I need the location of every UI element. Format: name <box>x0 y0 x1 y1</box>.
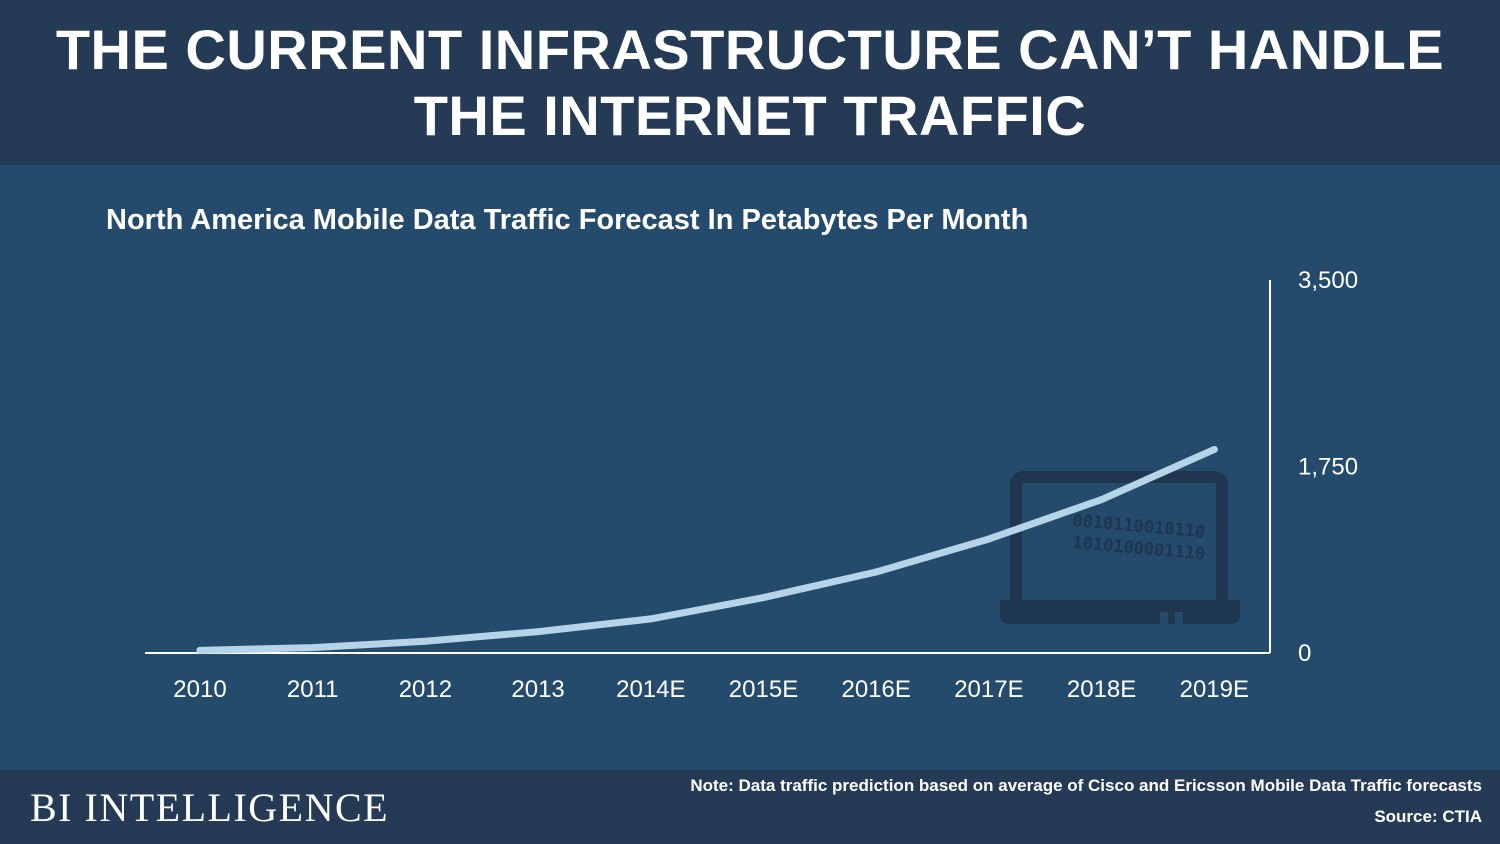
footer: BI INTELLIGENCE Note: Data traffic predi… <box>0 770 1500 844</box>
x-tick-label: 2016E <box>841 676 910 703</box>
data-point <box>1210 445 1218 453</box>
x-tick-label: 2013 <box>511 676 564 703</box>
y-tick-label: 3,500 <box>1298 267 1358 294</box>
x-tick-label: 2017E <box>954 676 1023 703</box>
series-line <box>196 445 1218 654</box>
x-tick-label: 2011 <box>287 676 339 703</box>
header-banner: THE CURRENT INFRASTRUCTURE CAN’T HANDLE … <box>0 0 1500 165</box>
laptop-icon: 0010110010110 1010100001110 <box>1000 471 1240 624</box>
chart-title: North America Mobile Data Traffic Foreca… <box>106 204 1029 236</box>
page-title-line2: THE INTERNET TRAFFIC <box>413 83 1087 147</box>
data-point <box>647 615 655 623</box>
x-tick-label: 2012 <box>399 676 452 703</box>
data-point <box>534 628 542 636</box>
y-tick-label: 0 <box>1298 640 1311 667</box>
data-point <box>985 535 993 543</box>
page-title-line1: THE CURRENT INFRASTRUCTURE CAN’T HANDLE <box>55 17 1445 81</box>
data-point <box>872 568 880 576</box>
data-point <box>309 644 317 652</box>
data-point <box>196 646 204 654</box>
source-note: Source: CTIA <box>1374 807 1482 826</box>
x-tick-label: 2015E <box>729 676 798 703</box>
y-tick-label: 1,750 <box>1298 454 1358 481</box>
line-chart: 0010110010110 1010100001110 2010 2011 2012… <box>145 267 1358 703</box>
x-tick-label: 2019E <box>1180 676 1249 703</box>
x-tick-label: 2014E <box>616 676 685 703</box>
x-tick-label: 2010 <box>173 676 226 703</box>
data-point <box>1098 496 1106 504</box>
x-tick-label: 2018E <box>1067 676 1136 703</box>
data-point <box>760 594 767 602</box>
footnote: Note: Data traffic prediction based on a… <box>690 776 1482 795</box>
data-point <box>421 637 429 645</box>
brand-logo: BI INTELLIGENCE <box>30 785 390 830</box>
